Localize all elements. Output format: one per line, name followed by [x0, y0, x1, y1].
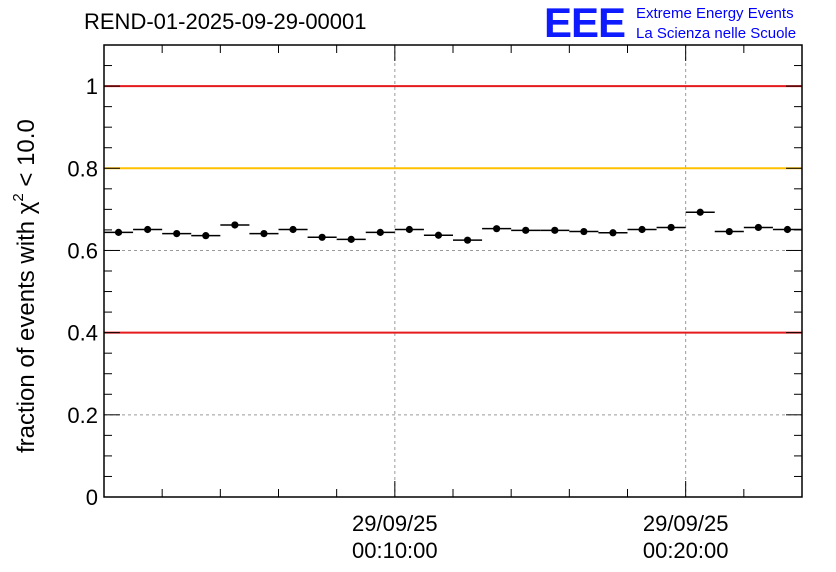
- plot-frame: [103, 44, 803, 498]
- x-tick-label-time: 00:10:00: [352, 538, 438, 563]
- chart-title: REND-01-2025-09-29-00001: [84, 9, 367, 34]
- eee-logo-mark: EEE: [544, 0, 626, 46]
- data-point: [318, 233, 326, 241]
- axis-labels: 00.20.40.60.8129/09/2500:10:0029/09/2500…: [67, 74, 728, 563]
- y-tick-label: 0: [86, 485, 98, 510]
- data-point: [493, 225, 501, 233]
- y-tick-label: 0.6: [67, 238, 98, 263]
- data-point: [231, 221, 239, 229]
- reference-lines: [104, 85, 802, 334]
- y-tick-label: 1: [86, 74, 98, 99]
- data-series: [104, 208, 802, 244]
- x-tick-label-time: 00:20:00: [643, 538, 729, 563]
- data-point: [609, 229, 617, 237]
- data-point: [114, 228, 123, 236]
- data-point: [696, 208, 704, 216]
- y-tick-label: 0.8: [67, 156, 98, 181]
- data-point: [144, 225, 152, 234]
- data-point: [376, 228, 384, 236]
- data-point: [551, 226, 559, 234]
- data-point: [638, 225, 646, 234]
- y-tick-label: 0.2: [67, 403, 98, 428]
- data-point: [754, 223, 762, 232]
- x-tick-label-date: 29/09/25: [643, 511, 729, 536]
- data-point: [347, 235, 355, 243]
- data-point: [173, 230, 181, 238]
- data-point: [580, 227, 588, 236]
- logo-tagline-2: La Scienza nelle Scuole: [636, 25, 797, 42]
- y-axis-label: fraction of events with χ2 < 10.0: [10, 119, 40, 453]
- data-point: [289, 225, 297, 234]
- y-tick-label: 0.4: [67, 321, 98, 346]
- data-point: [202, 232, 210, 240]
- data-point: [463, 236, 472, 244]
- data-point: [522, 226, 530, 234]
- data-point: [434, 231, 443, 239]
- logo-tagline-1: Extreme Energy Events: [636, 5, 794, 22]
- data-point: [405, 225, 413, 234]
- data-point: [260, 230, 268, 238]
- data-point: [783, 225, 792, 234]
- axes: [103, 44, 803, 498]
- x-tick-label-date: 29/09/25: [352, 511, 438, 536]
- grid-lines: [104, 45, 802, 497]
- data-point: [725, 227, 733, 236]
- data-point: [667, 223, 675, 232]
